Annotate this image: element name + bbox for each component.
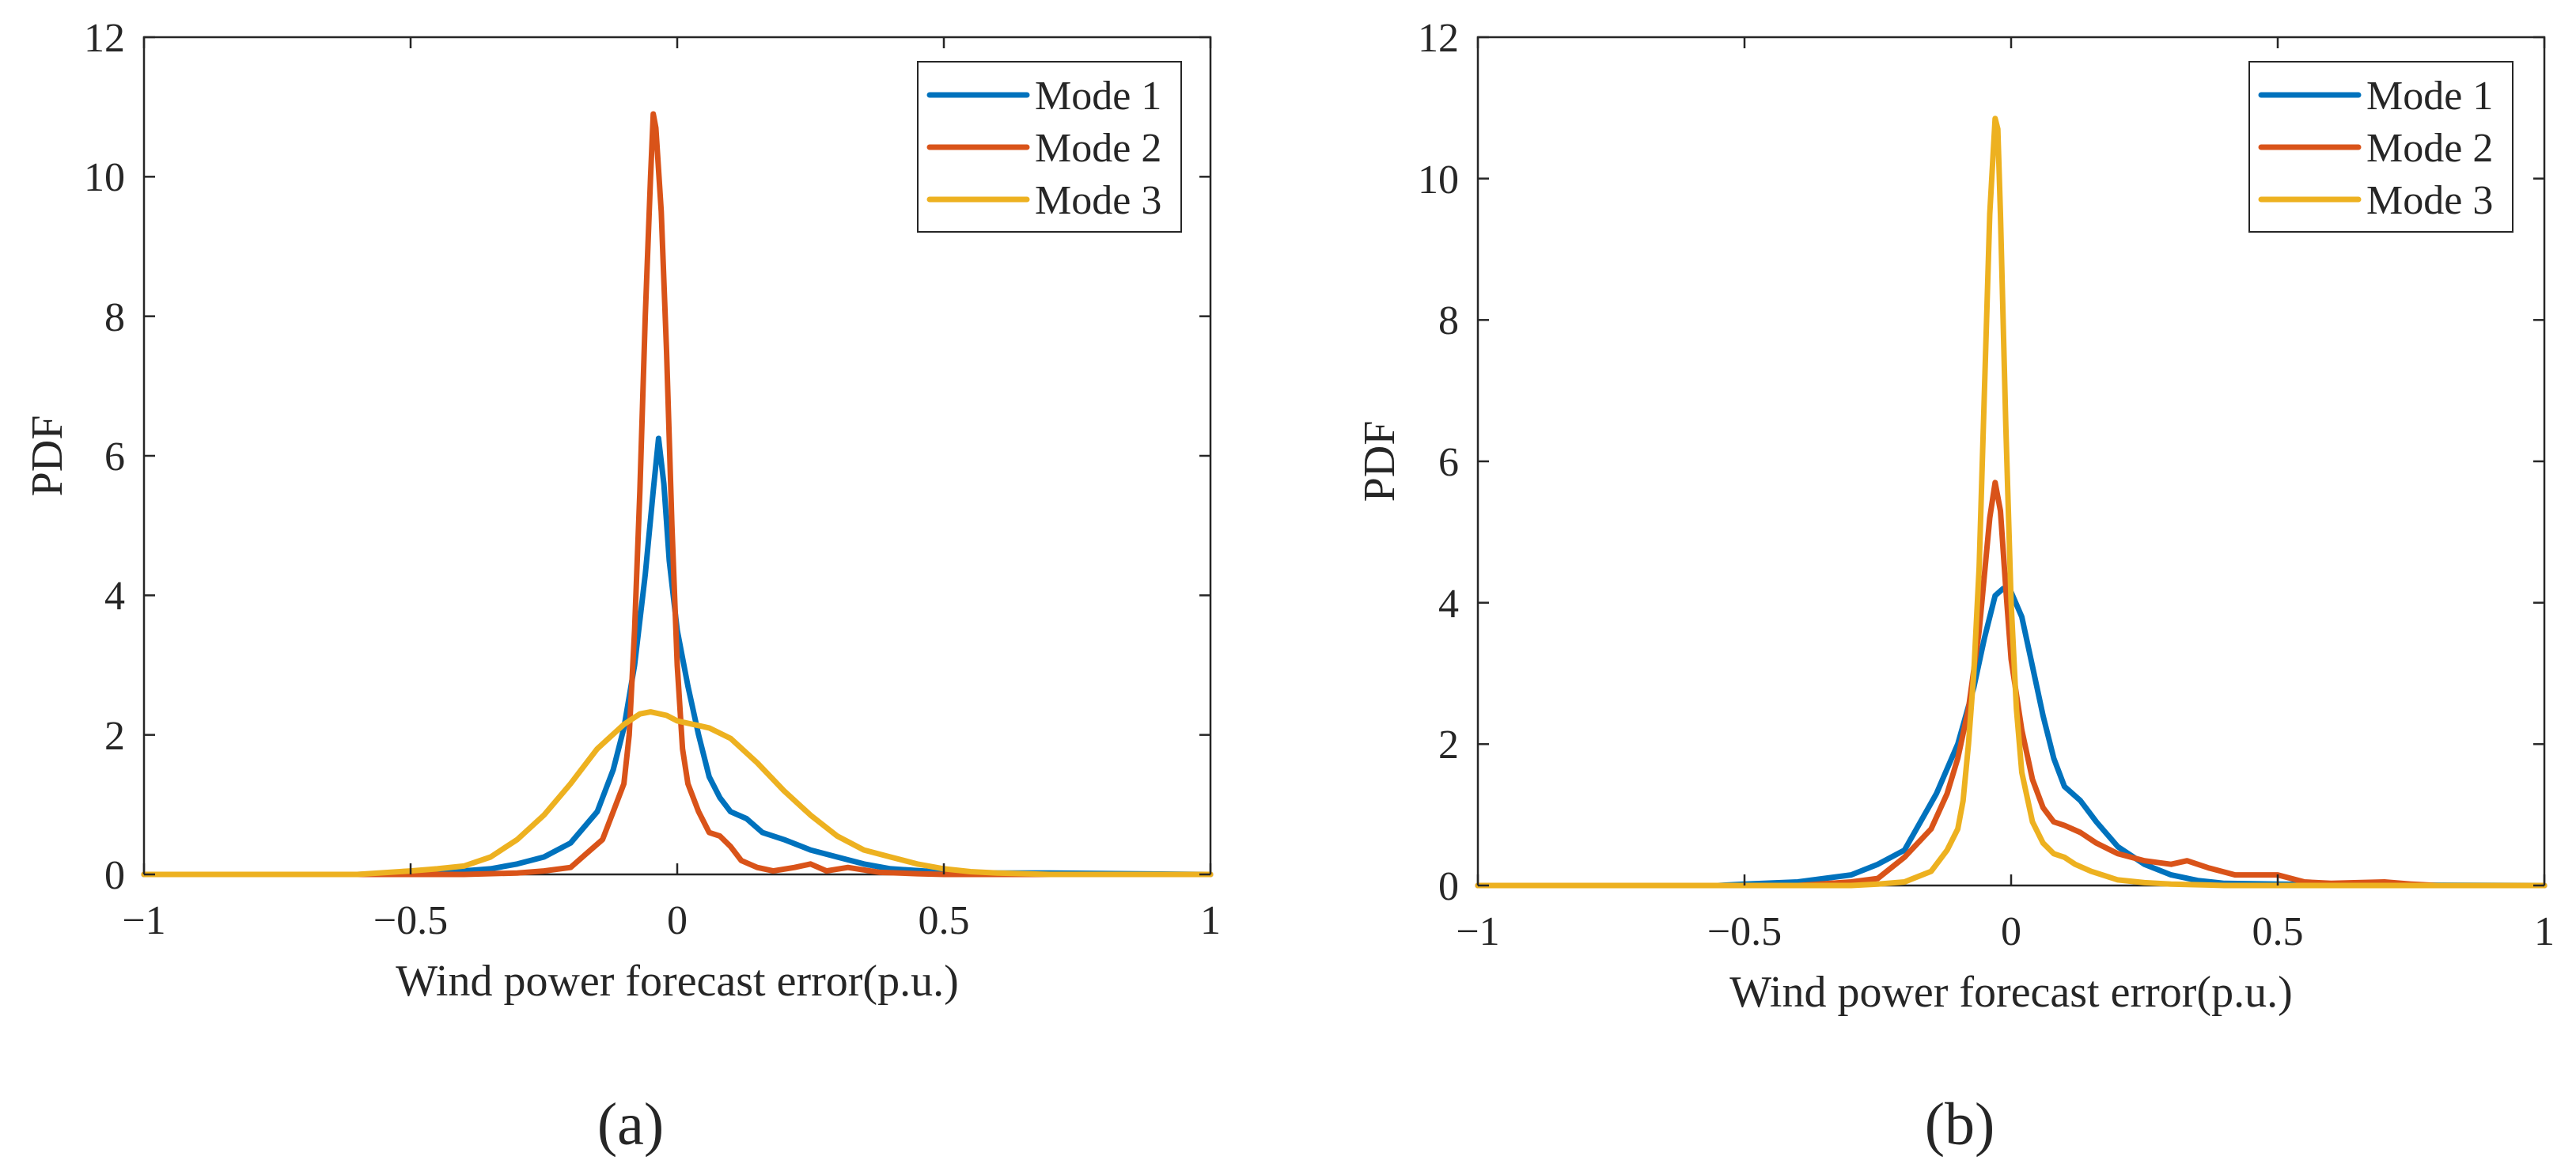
y-tick-label: 10	[84, 155, 125, 200]
panel-label-a: (a)	[597, 1091, 664, 1158]
panel-label-b: (b)	[1925, 1091, 1995, 1158]
y-tick-label: 0	[104, 853, 125, 898]
legend-label-mode-1: Mode 1	[1035, 74, 1161, 119]
series-line-mode-3	[141, 709, 1214, 878]
y-tick-label: 2	[1438, 722, 1459, 768]
x-tick-label: 0	[667, 898, 688, 943]
x-tick-label: 1	[2534, 909, 2555, 954]
series-layer	[141, 111, 1214, 878]
tick-marks	[142, 36, 1212, 876]
chart-panel-b: 0 2 4 6 8 10 12 −1 −0.5 0 0.5 1 Wind pow…	[1355, 16, 2555, 1158]
y-tick-label: 4	[104, 574, 125, 619]
y-tick-label: 12	[1418, 16, 1459, 61]
x-axis-label: Wind power forecast error(p.u.)	[396, 957, 958, 1006]
x-axis-label: Wind power forecast error(p.u.)	[1729, 968, 2292, 1017]
y-axis-label: PDF	[1355, 421, 1404, 502]
x-tick-label: 0.5	[2252, 909, 2304, 954]
legend-label-mode-3: Mode 3	[2366, 178, 2493, 223]
y-tick-label: 12	[84, 16, 125, 61]
tick-marks	[1476, 36, 2546, 887]
legend-label-mode-3: Mode 3	[1035, 178, 1161, 223]
x-tick-label: −1	[122, 898, 165, 943]
y-tick-label: 8	[104, 295, 125, 340]
x-tick-label: 0.5	[919, 898, 970, 943]
series-line-mode-1	[1475, 586, 2548, 889]
y-tick-label: 6	[104, 434, 125, 480]
y-tick-label: 0	[1438, 864, 1459, 909]
x-tick-label: 1	[1200, 898, 1221, 943]
y-tick-label: 4	[1438, 582, 1459, 627]
legend: Mode 1 Mode 2 Mode 3	[917, 61, 1182, 233]
legend: Mode 1 Mode 2 Mode 3	[2248, 61, 2513, 233]
series-line-mode-3	[1475, 116, 2548, 889]
chart-panel-a: 0 2 4 6 8 10 12 −1 −0.5 0 0.5 1 Wind pow…	[23, 16, 1221, 1158]
y-tick-label: 8	[1438, 298, 1459, 343]
series-line-mode-2	[141, 111, 1214, 878]
x-tick-label: 0	[2001, 909, 2021, 954]
legend-label-mode-2: Mode 2	[2366, 126, 2493, 171]
y-axis-label: PDF	[23, 415, 72, 497]
legend-label-mode-1: Mode 1	[2366, 74, 2493, 119]
y-tick-label: 6	[1438, 440, 1459, 485]
x-tick-label: −0.5	[1707, 909, 1782, 954]
x-tick-label: −1	[1456, 909, 1499, 954]
y-tick-label: 10	[1418, 157, 1459, 203]
y-tick-label: 2	[104, 714, 125, 759]
x-tick-label: −0.5	[373, 898, 448, 943]
legend-label-mode-2: Mode 2	[1035, 126, 1161, 171]
